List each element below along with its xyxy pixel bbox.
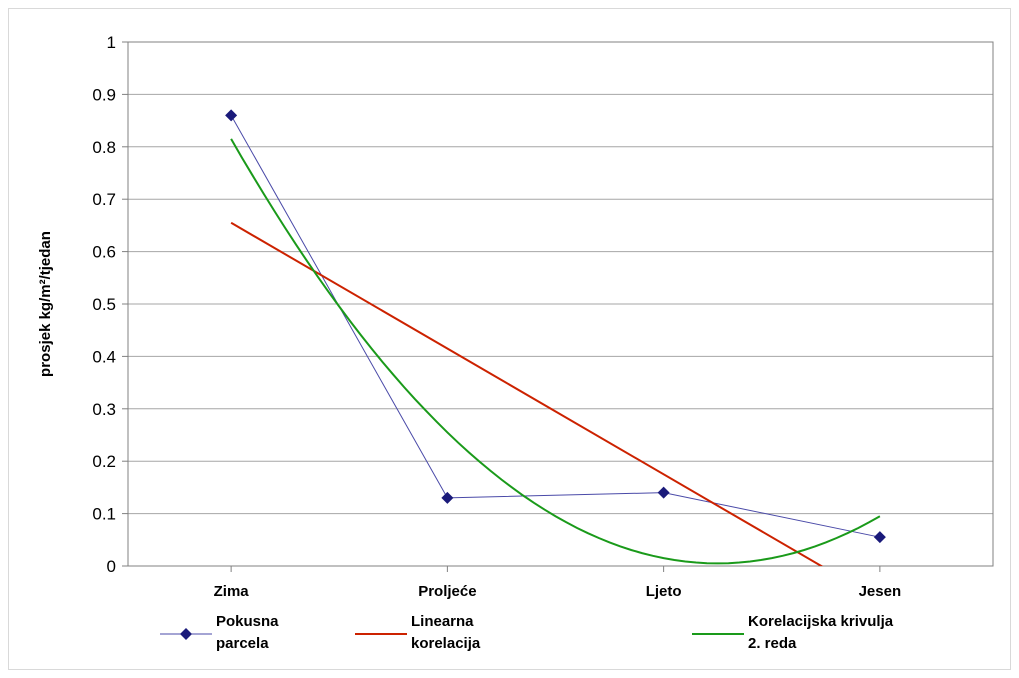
series-0: [225, 109, 886, 544]
x-tick-label: Jesen: [859, 583, 902, 600]
y-tick-label: 0.4: [92, 347, 116, 366]
data-point-marker: [873, 531, 886, 544]
x-tick-label: Zima: [214, 583, 250, 600]
y-tick-label: 0.7: [92, 190, 116, 209]
legend-item-0: Pokusna parcela: [160, 613, 279, 652]
series-line-polynomial: [230, 138, 881, 565]
series-1: [230, 221, 824, 566]
legend-label: parcela: [216, 635, 269, 652]
legend-label: Korelacijska krivulja: [748, 613, 894, 630]
y-tick-label: 0.3: [92, 400, 116, 419]
data-point-marker: [225, 109, 238, 122]
chart-frame: [8, 8, 1011, 670]
y-axis-label: prosjek kg/m²/tjedan: [37, 231, 54, 377]
data-point-marker: [657, 486, 670, 499]
y-tick-label: 0.8: [92, 138, 116, 157]
x-tick-label: Ljeto: [646, 583, 682, 600]
y-tick-label: 0: [107, 557, 116, 576]
series-line: [230, 115, 880, 538]
gridlines: [128, 93, 993, 515]
y-tick-label: 0.2: [92, 452, 116, 471]
y-tick-label: 0.9: [92, 85, 116, 104]
legend-label: korelacija: [411, 635, 481, 652]
series-layer: [225, 109, 886, 566]
x-tick-label: Proljeće: [418, 583, 476, 600]
series-line-linear: [230, 221, 824, 566]
series-2: [230, 138, 881, 565]
y-tick-label: 0.1: [92, 505, 116, 524]
legend-label: Pokusna: [216, 613, 279, 630]
legend-marker: [180, 628, 192, 640]
x-axis-ticks: Zima Proljeće Ljeto Jesen: [214, 566, 902, 600]
legend-label: Linearna: [411, 613, 474, 630]
legend-item-2: Korelacijska krivulja 2. reda: [692, 613, 894, 652]
legend: Pokusna parcela Linearna korelacija Korelaci…: [160, 613, 894, 652]
y-axis-ticks: 0 0.1 0.2 0.3 0.4 0.5 0.6 0.7 0.8 0.9 1: [92, 33, 128, 576]
y-tick-label: 0.6: [92, 243, 116, 262]
legend-item-1: Linearna korelacija: [355, 613, 481, 652]
y-tick-label: 0.5: [92, 295, 116, 314]
data-point-marker: [441, 491, 454, 504]
legend-label: 2. reda: [748, 635, 797, 652]
y-tick-label: 1: [107, 33, 116, 52]
